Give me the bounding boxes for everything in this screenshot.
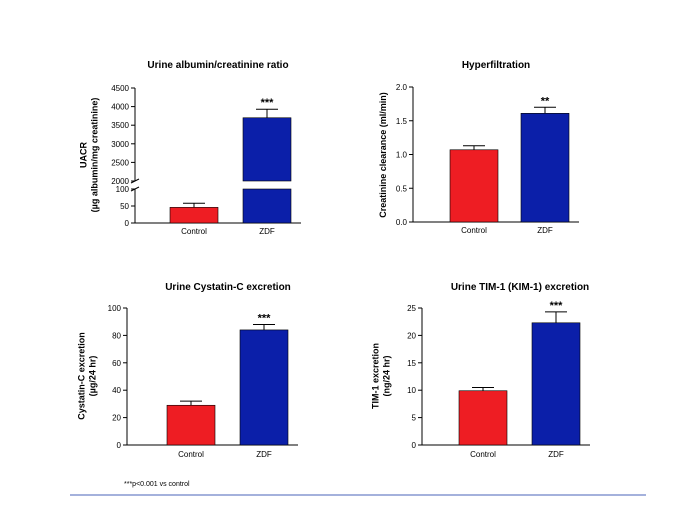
uacr-y-tick-label: 100 <box>116 185 130 194</box>
hyperfiltration-y-label: Creatinine clearance (ml/min) <box>378 92 388 218</box>
hyperfiltration-significance: ** <box>541 95 550 107</box>
cystatin-y-tick-label: 80 <box>112 331 121 340</box>
tim1-y-tick-label: 25 <box>407 304 416 313</box>
tim1-y-label: (ng/24 hr) <box>382 355 392 396</box>
uacr-category-label: ZDF <box>259 227 275 236</box>
cystatin-y-tick-label: 60 <box>112 359 121 368</box>
cystatin-y-tick-label: 20 <box>112 414 121 423</box>
hyperfiltration-y-tick-label: 1.0 <box>396 151 408 160</box>
uacr-bar-zdf-lower <box>242 188 292 224</box>
tim1-chart-title: Urine TIM-1 (KIM-1) excretion <box>451 282 589 293</box>
uacr-y-tick-label: 3500 <box>111 121 129 130</box>
uacr-chart-title: Urine albumin/creatinine ratio <box>147 60 288 71</box>
uacr-category-label: Control <box>181 227 207 236</box>
tim1-bar-control <box>458 390 508 446</box>
cystatin-chart: Urine Cystatin-C excretion 0 20 40 60 80 100 C… <box>77 282 298 459</box>
tim1-category-label: Control <box>470 450 496 459</box>
tim1-y-label: TIM-1 excretion <box>371 343 381 409</box>
cystatin-significance: *** <box>258 312 272 324</box>
cystatin-y-tick-label: 0 <box>117 441 122 450</box>
uacr-y-tick-label: 2500 <box>111 158 129 167</box>
tim1-bar-zdf <box>531 322 581 446</box>
cystatin-bar-zdf <box>239 329 289 446</box>
footnote: ***p<0.001 vs control <box>124 481 190 488</box>
tim1-y-tick-label: 0 <box>412 441 417 450</box>
uacr-significance: *** <box>261 97 275 109</box>
hyperfiltration-y-tick-label: 1.5 <box>396 117 408 126</box>
uacr-y-tick-label: 3000 <box>111 140 129 149</box>
uacr-y-tick-label: 0 <box>125 219 130 228</box>
tim1-category-label: ZDF <box>548 450 564 459</box>
cystatin-category-label: ZDF <box>256 450 272 459</box>
tim1-y-tick-label: 15 <box>407 359 416 368</box>
cystatin-y-label: (µg/24 hr) <box>88 356 98 397</box>
cystatin-y-label: Cystatin-C excretion <box>77 332 87 420</box>
hyperfiltration-chart: Hyperfiltration 0.0 0.5 1.0 1.5 2.0 Control ZD… <box>378 60 579 235</box>
uacr-y-tick-label: 4500 <box>111 84 129 93</box>
tim1-y-tick-label: 5 <box>412 414 417 423</box>
cystatin-chart-title: Urine Cystatin-C excretion <box>165 282 291 293</box>
hyperfiltration-y-tick-label: 0.5 <box>396 184 408 193</box>
hyperfiltration-bar-control <box>449 149 499 223</box>
hyperfiltration-y-tick-label: 0.0 <box>396 218 408 227</box>
cystatin-category-label: Control <box>178 450 204 459</box>
uacr-bar-zdf-upper <box>242 117 292 182</box>
cystatin-bar-control <box>166 404 216 446</box>
cystatin-y-tick-label: 100 <box>108 304 122 313</box>
hyperfiltration-chart-title: Hyperfiltration <box>462 60 530 71</box>
cystatin-y-tick-label: 40 <box>112 386 121 395</box>
hyperfiltration-bar-zdf <box>520 113 570 223</box>
tim1-significance: *** <box>550 300 564 312</box>
uacr-y-tick-label: 50 <box>120 202 129 211</box>
hyperfiltration-category-label: Control <box>461 226 487 235</box>
uacr-y-tick-label: 2000 <box>111 177 129 186</box>
uacr-y-label: (µg albumin/mg creatinine) <box>90 98 100 213</box>
uacr-y-label: UACR <box>79 142 89 168</box>
hyperfiltration-category-label: ZDF <box>537 226 553 235</box>
uacr-bar-control <box>169 207 219 224</box>
tim1-chart: Urine TIM-1 (KIM-1) excretion 0 5 10 15 20 25… <box>371 282 590 459</box>
uacr-chart: Urine albumin/creatinine ratio 0 50 100200… <box>79 60 301 236</box>
tim1-y-tick-label: 10 <box>407 386 416 395</box>
hyperfiltration-y-tick-label: 2.0 <box>396 83 408 92</box>
uacr-y-tick-label: 4000 <box>111 103 129 112</box>
tim1-y-tick-label: 20 <box>407 331 416 340</box>
